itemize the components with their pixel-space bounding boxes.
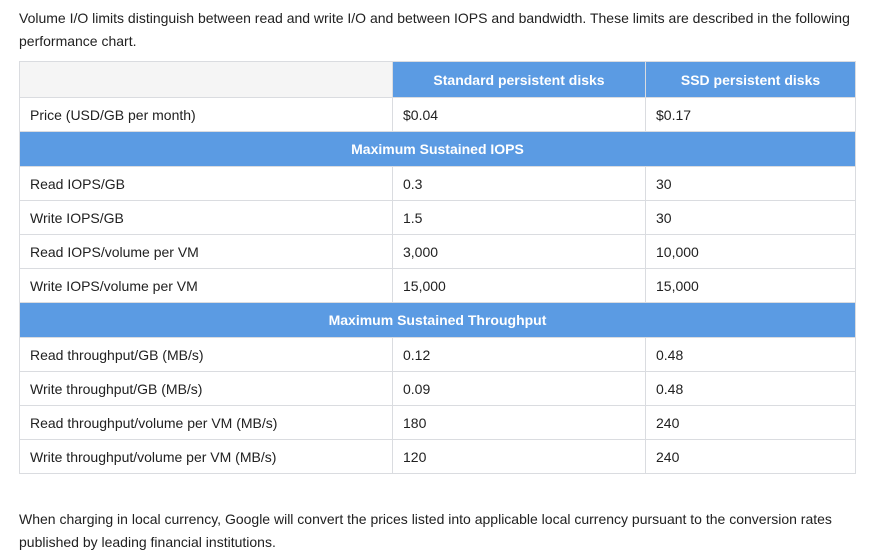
header-blank-cell (19, 61, 393, 98)
table-row: Read throughput/GB (MB/s) 0.12 0.48 (19, 337, 856, 372)
table-row: Write throughput/volume per VM (MB/s) 12… (19, 439, 856, 474)
standard-value: 0.09 (392, 371, 646, 406)
table-row: Read throughput/volume per VM (MB/s) 180… (19, 405, 856, 440)
ssd-value: 0.48 (645, 371, 856, 406)
standard-value: 15,000 (392, 268, 646, 303)
row-label: Read throughput/volume per VM (MB/s) (19, 405, 393, 440)
row-label: Read IOPS/GB (19, 166, 393, 201)
header-standard-disks: Standard persistent disks (392, 61, 646, 98)
table-header-row: Standard persistent disks SSD persistent… (19, 61, 856, 98)
ssd-value: $0.17 (645, 97, 856, 132)
ssd-value: 240 (645, 439, 856, 474)
table-row: Write IOPS/GB 1.5 30 (19, 200, 856, 235)
table-row: Write throughput/GB (MB/s) 0.09 0.48 (19, 371, 856, 406)
row-label: Price (USD/GB per month) (19, 97, 393, 132)
standard-value: 1.5 (392, 200, 646, 235)
ssd-value: 30 (645, 166, 856, 201)
row-label: Read throughput/GB (MB/s) (19, 337, 393, 372)
standard-value: 0.12 (392, 337, 646, 372)
table-row: Write IOPS/volume per VM 15,000 15,000 (19, 268, 856, 303)
standard-value: 0.3 (392, 166, 646, 201)
table-row: Read IOPS/volume per VM 3,000 10,000 (19, 234, 856, 269)
row-label: Write IOPS/GB (19, 200, 393, 235)
standard-value: 3,000 (392, 234, 646, 269)
row-label: Write throughput/volume per VM (MB/s) (19, 439, 393, 474)
table-row-price: Price (USD/GB per month) $0.04 $0.17 (19, 97, 856, 132)
row-label: Read IOPS/volume per VM (19, 234, 393, 269)
standard-value: 180 (392, 405, 646, 440)
section-title: Maximum Sustained IOPS (19, 131, 856, 167)
intro-paragraph: Volume I/O limits distinguish between re… (19, 10, 850, 49)
section-title: Maximum Sustained Throughput (19, 302, 856, 338)
performance-table: Standard persistent disks SSD persistent… (19, 61, 856, 474)
currency-note-paragraph: When charging in local currency, Google … (19, 511, 832, 550)
standard-value: 120 (392, 439, 646, 474)
ssd-value: 240 (645, 405, 856, 440)
standard-value: $0.04 (392, 97, 646, 132)
ssd-value: 10,000 (645, 234, 856, 269)
row-label: Write IOPS/volume per VM (19, 268, 393, 303)
ssd-value: 30 (645, 200, 856, 235)
table-row: Read IOPS/GB 0.3 30 (19, 166, 856, 201)
row-label: Write throughput/GB (MB/s) (19, 371, 393, 406)
header-ssd-disks: SSD persistent disks (645, 61, 856, 98)
section-header-throughput: Maximum Sustained Throughput (19, 302, 856, 338)
section-header-iops: Maximum Sustained IOPS (19, 131, 856, 167)
ssd-value: 0.48 (645, 337, 856, 372)
ssd-value: 15,000 (645, 268, 856, 303)
